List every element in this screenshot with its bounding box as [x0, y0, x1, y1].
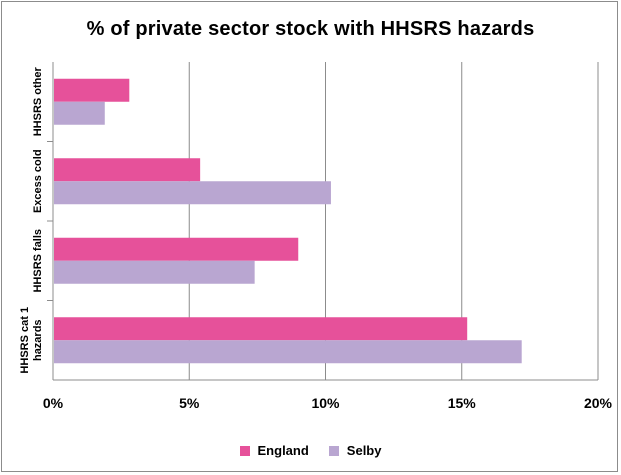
category-label: Excess cold	[32, 149, 44, 213]
bar-selby	[54, 181, 331, 205]
x-tick-labels: 0% 5% 10% 15% 20%	[43, 395, 613, 411]
x-tick-label: 15%	[448, 395, 477, 411]
legend-label-england: England	[257, 443, 309, 458]
category-label: HHSRS other	[32, 67, 44, 137]
legend-item-england: England	[239, 443, 309, 458]
category-labels: HHSRS other Excess cold HHSRS falls HHSRS c…	[19, 67, 44, 374]
x-tick-label: 10%	[311, 395, 340, 411]
category-label-line: HHSRS other	[32, 67, 44, 137]
bar-england	[54, 237, 299, 261]
legend-swatch-selby	[328, 445, 339, 456]
legend-swatch-england	[239, 445, 250, 456]
category-label: HHSRS falls	[32, 229, 44, 293]
bar-england	[54, 78, 130, 102]
legend-label-selby: Selby	[346, 443, 382, 458]
x-tick-label: 0%	[43, 395, 64, 411]
bar-england	[54, 317, 468, 341]
legend: England Selby	[0, 443, 621, 458]
category-label-line: HHSRS falls	[32, 229, 44, 293]
bar-selby	[54, 101, 105, 125]
x-tick-label: 20%	[584, 395, 613, 411]
x-tick-label: 5%	[179, 395, 200, 411]
legend-item-selby: Selby	[328, 443, 382, 458]
bar-selby	[54, 340, 522, 364]
axes	[47, 62, 598, 381]
category-label-line: hazards	[32, 319, 44, 361]
category-label-line: HHSRS cat 1	[19, 307, 31, 374]
chart-title: % of private sector stock with HHSRS haz…	[86, 18, 535, 40]
category-label: HHSRS cat 1 hazards	[19, 307, 44, 374]
bars	[54, 78, 522, 364]
bar-selby	[54, 260, 255, 284]
category-label-line: Excess cold	[32, 149, 44, 213]
bar-england	[54, 158, 201, 182]
